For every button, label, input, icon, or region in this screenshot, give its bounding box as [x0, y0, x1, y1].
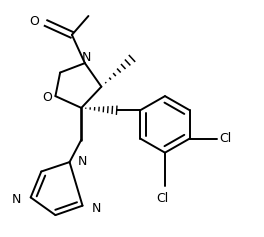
- Text: Cl: Cl: [219, 132, 232, 145]
- Text: N: N: [12, 193, 21, 205]
- Text: Cl: Cl: [157, 191, 169, 205]
- Text: N: N: [78, 155, 87, 168]
- Text: N: N: [92, 202, 101, 215]
- Text: O: O: [42, 91, 52, 104]
- Text: N: N: [81, 51, 91, 64]
- Text: O: O: [29, 15, 39, 28]
